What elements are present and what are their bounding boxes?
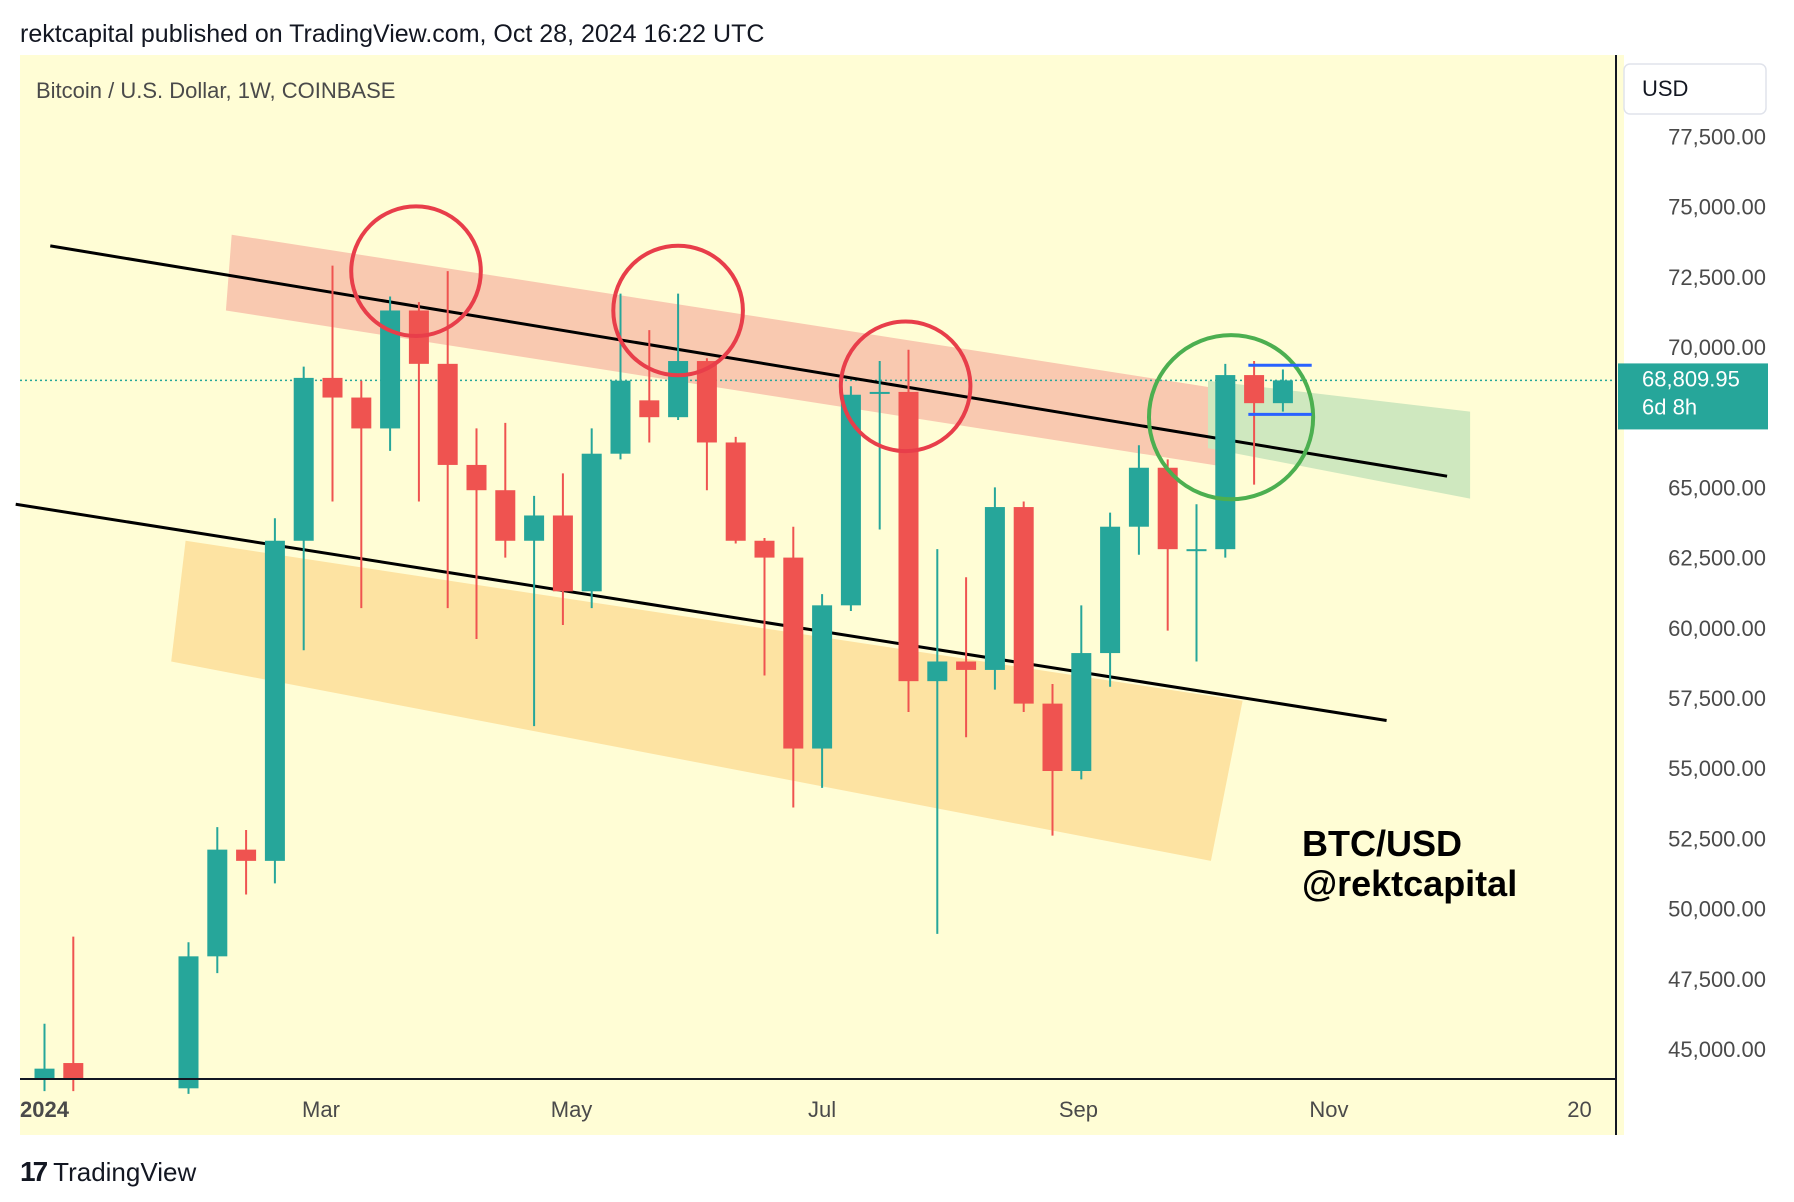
candle-bear xyxy=(437,363,458,465)
candle-countdown-label: 6d 8h xyxy=(1642,394,1697,419)
watermark-author: @rektcapital xyxy=(1302,863,1517,904)
price-tick-label: 52,500.00 xyxy=(1668,826,1766,851)
candle-bear xyxy=(495,490,516,541)
current-price-label: 68,809.95 xyxy=(1642,366,1740,391)
price-tick-label: 55,000.00 xyxy=(1668,756,1766,781)
candle-bull xyxy=(524,515,545,541)
time-tick-label: Mar xyxy=(302,1097,340,1122)
candle-bear xyxy=(1013,507,1034,704)
candle-bull xyxy=(1215,375,1236,550)
price-tick-label: 75,000.00 xyxy=(1668,195,1766,220)
candle-bull xyxy=(581,453,602,592)
price-tick-label: 60,000.00 xyxy=(1668,616,1766,641)
currency-label: USD xyxy=(1642,76,1688,101)
upper-trendline xyxy=(50,244,1448,478)
tradingview-brand: TradingView xyxy=(53,1156,197,1187)
price-tick-label: 62,500.00 xyxy=(1668,546,1766,571)
time-tick-label: 2024 xyxy=(20,1097,70,1122)
candle-bear xyxy=(1244,375,1265,404)
currency-button-box xyxy=(1623,63,1767,115)
price-tick-label: 70,000.00 xyxy=(1668,335,1766,360)
candle-bear xyxy=(754,540,775,558)
candle-bull xyxy=(984,507,1005,670)
candle-bear xyxy=(696,361,717,443)
candle-bull xyxy=(264,540,285,861)
price-tick-label: 65,000.00 xyxy=(1668,475,1766,500)
candle-bear xyxy=(466,464,487,491)
annotations-layer xyxy=(349,204,1316,502)
price-tick-label: 45,000.00 xyxy=(1668,1037,1766,1062)
time-axis[interactable]: 2024 Mar May Jul Sep Nov 20 xyxy=(20,1097,1592,1122)
resistance-rejection-circle xyxy=(611,243,745,378)
price-tick-label: 77,500.00 xyxy=(1668,124,1766,149)
candle-bear xyxy=(1157,467,1178,550)
price-axis[interactable]: 77,500.00 75,000.00 72,500.00 70,000.00 65,0… xyxy=(1668,124,1766,1062)
candle-bear xyxy=(898,391,919,682)
candle-bear xyxy=(351,397,372,429)
price-tick-label: 72,500.00 xyxy=(1668,265,1766,290)
resistance-rejection-circle xyxy=(838,319,973,454)
price-tick-label: 47,500.00 xyxy=(1668,967,1766,992)
breakout-circle xyxy=(1146,333,1316,502)
candle-bull xyxy=(1071,653,1092,772)
candle-bull xyxy=(610,380,631,454)
resistance-zone xyxy=(225,234,1240,468)
candle-bear xyxy=(63,1063,84,1080)
publish-info: rektcapital published on TradingView.com… xyxy=(20,20,765,48)
candle-bull xyxy=(207,849,228,957)
watermark-symbol: BTC/USD xyxy=(1302,823,1462,864)
price-tick-label: 57,500.00 xyxy=(1668,686,1766,711)
time-tick-label: Sep xyxy=(1059,1097,1098,1122)
time-tick-label: May xyxy=(551,1097,593,1122)
candle-bull xyxy=(1272,380,1293,404)
tradingview-logo-icon: 17 xyxy=(20,1156,48,1187)
candle-bull xyxy=(927,661,948,682)
candle-bear xyxy=(725,442,746,541)
support-zone xyxy=(171,540,1243,861)
lower-trendline xyxy=(15,502,1387,722)
candle-bull xyxy=(34,1068,55,1080)
current-price-tag: 68,809.95 6d 8h xyxy=(1618,363,1768,430)
candle-bull xyxy=(178,956,199,1089)
watermark: BTC/USD @rektcapital xyxy=(1302,823,1517,904)
candle-bear xyxy=(552,515,573,592)
time-tick-label: 20 xyxy=(1567,1097,1591,1122)
time-tick-label: Jul xyxy=(808,1097,836,1122)
trendlines-layer xyxy=(15,244,1616,722)
candle-bull xyxy=(1128,467,1149,527)
tradingview-logo[interactable]: 17 TradingView xyxy=(20,1156,196,1188)
candle-bull xyxy=(668,361,689,418)
candle-bear xyxy=(639,400,660,418)
candle-bear xyxy=(1042,703,1063,772)
candle-bull xyxy=(869,391,890,394)
candle-bull xyxy=(380,310,401,429)
currency-button[interactable]: USD xyxy=(1623,63,1767,115)
candle-bull xyxy=(1186,549,1207,552)
chart-title: Bitcoin / U.S. Dollar, 1W, COINBASE xyxy=(36,78,395,103)
candle-bear xyxy=(783,557,804,749)
candle-bull xyxy=(840,394,861,606)
candle-bull xyxy=(1100,526,1121,654)
resistance-rejection-circle xyxy=(349,204,483,338)
candle-bear xyxy=(956,661,977,670)
price-tag-box xyxy=(1618,363,1768,430)
price-tick-label: 50,000.00 xyxy=(1668,897,1766,922)
candle-bull xyxy=(293,377,314,541)
candle-bear xyxy=(322,377,343,398)
candle-bull xyxy=(812,605,833,749)
time-tick-label: Nov xyxy=(1309,1097,1348,1122)
candle-bear xyxy=(236,849,257,861)
